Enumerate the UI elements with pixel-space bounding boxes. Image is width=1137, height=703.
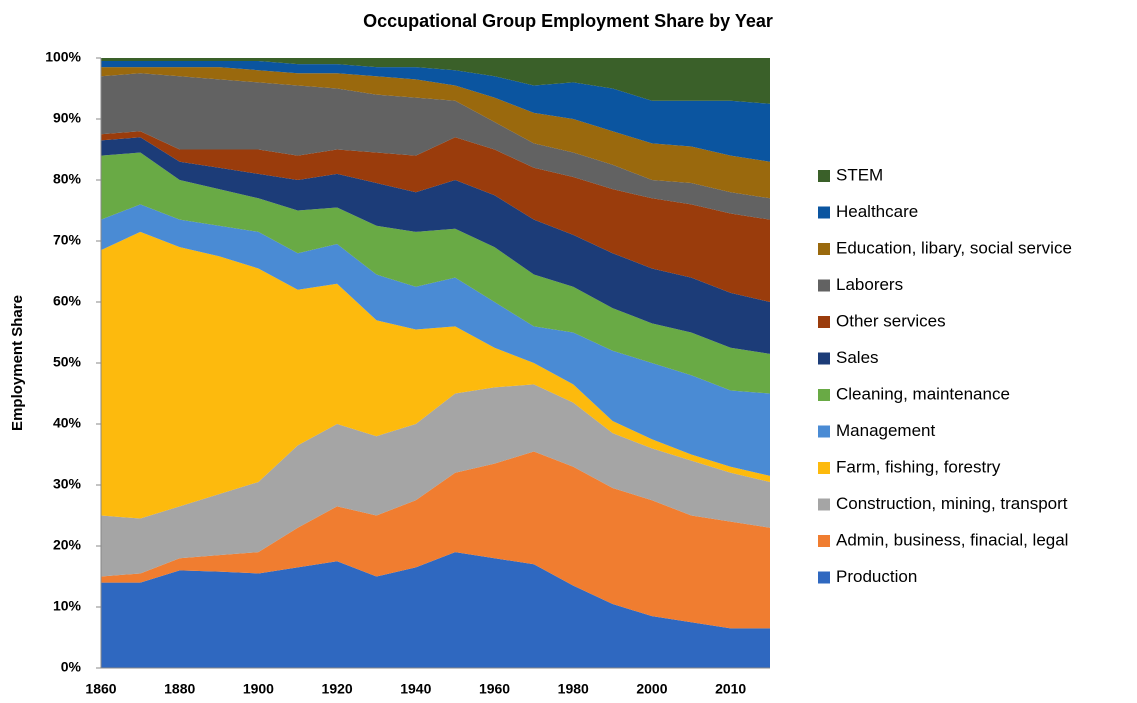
y-tick-label: 40% [53,415,82,431]
legend-label: Education, libary, social service [836,238,1072,257]
legend-label: Farm, fishing, forestry [836,457,1001,476]
legend-swatch [818,571,830,584]
y-tick-label: 0% [61,659,82,675]
y-tick-label: 10% [53,598,82,614]
legend-swatch [818,279,830,292]
area [101,131,770,302]
area [101,451,770,629]
legend-swatch [818,316,830,328]
legend-swatch [818,425,830,438]
x-tick-label: 1980 [558,681,589,697]
legend-label: Laborers [836,275,903,294]
y-axis-label: Employment Share [9,295,26,431]
area [101,384,770,577]
legend-swatch [818,352,830,365]
x-tick-label: 1940 [400,681,431,697]
legend-label: Healthcare [836,202,918,221]
x-tick-label: 1880 [164,681,195,697]
area [101,152,770,394]
legend-swatch [818,243,830,255]
x-tick-label: 2000 [636,681,667,697]
x-tick-label: 1920 [322,681,353,697]
x-tick-label: 1960 [479,681,510,697]
legend-label: Other services [836,311,946,330]
y-tick-label: 80% [53,171,82,187]
legend-label: STEM [836,165,883,184]
y-tick-label: 70% [53,232,82,248]
area [101,204,770,476]
area [101,231,770,519]
x-tick-label: 1860 [85,681,116,697]
y-tick-label: 100% [45,49,81,65]
legend-swatch [818,498,830,511]
x-tick-label: 1900 [243,681,274,697]
area [101,552,770,668]
chart-title: Occupational Group Employment Share by Y… [363,11,773,31]
legend-label: Admin, business, finacial, legal [836,530,1068,549]
area [101,73,770,220]
area [101,67,770,199]
legend-label: Sales [836,348,879,367]
legend-swatch [818,206,830,219]
legend-swatch [818,170,830,182]
legend-swatch [818,535,830,547]
y-tick-label: 60% [53,293,82,309]
x-tick-label: 2010 [715,681,746,697]
legend-swatch [818,389,830,401]
y-tick-label: 30% [53,476,82,492]
y-tick-label: 20% [53,537,82,553]
area [101,61,770,162]
legend-label: Management [836,421,936,440]
legend-label: Production [836,567,917,586]
legend-label: Construction, mining, transport [836,494,1068,513]
legend-label: Cleaning, maintenance [836,384,1010,403]
y-tick-label: 50% [53,354,82,370]
legend-swatch [818,462,830,474]
area [101,137,770,354]
y-tick-label: 90% [53,110,82,126]
area [101,58,770,104]
